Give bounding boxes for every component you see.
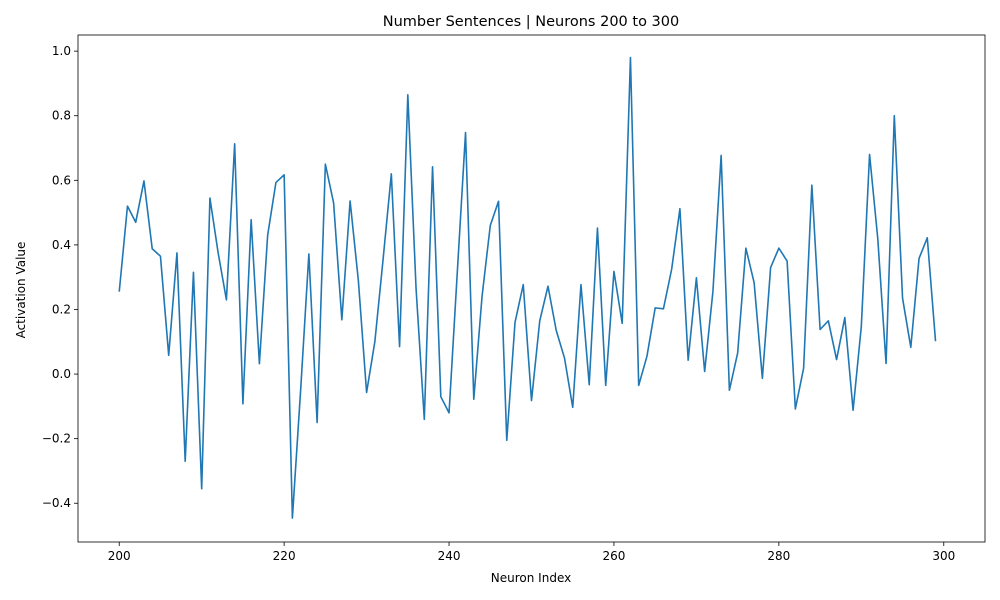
x-tick-label: 300: [932, 549, 955, 563]
y-tick-label: 1.0: [52, 44, 71, 58]
y-tick-label: 0.2: [52, 302, 71, 316]
x-tick-label: 280: [767, 549, 790, 563]
x-axis-label: Neuron Index: [491, 571, 571, 585]
y-tick-label: −0.2: [42, 432, 71, 446]
x-axis-ticks: 200 220 240 260 280 300: [108, 542, 955, 563]
y-tick-label: −0.4: [42, 496, 71, 510]
y-axis-label: Activation Value: [14, 242, 28, 339]
y-tick-label: 0.6: [52, 173, 71, 187]
x-tick-label: 220: [273, 549, 296, 563]
activation-series-line: [118, 56, 937, 519]
x-tick-label: 200: [108, 549, 131, 563]
y-tick-label: 0.8: [52, 109, 71, 123]
plot-area: [118, 56, 937, 519]
y-axis-ticks: −0.4 −0.2 0.0 0.2 0.4 0.6 0.8 1.0: [42, 44, 78, 510]
chart-title: Number Sentences | Neurons 200 to 300: [383, 14, 679, 30]
y-tick-label: 0.4: [52, 238, 71, 252]
x-tick-label: 240: [438, 549, 461, 563]
plot-frame: [77, 34, 986, 543]
y-tick-label: 0.0: [52, 367, 71, 381]
x-tick-label: 260: [603, 549, 626, 563]
